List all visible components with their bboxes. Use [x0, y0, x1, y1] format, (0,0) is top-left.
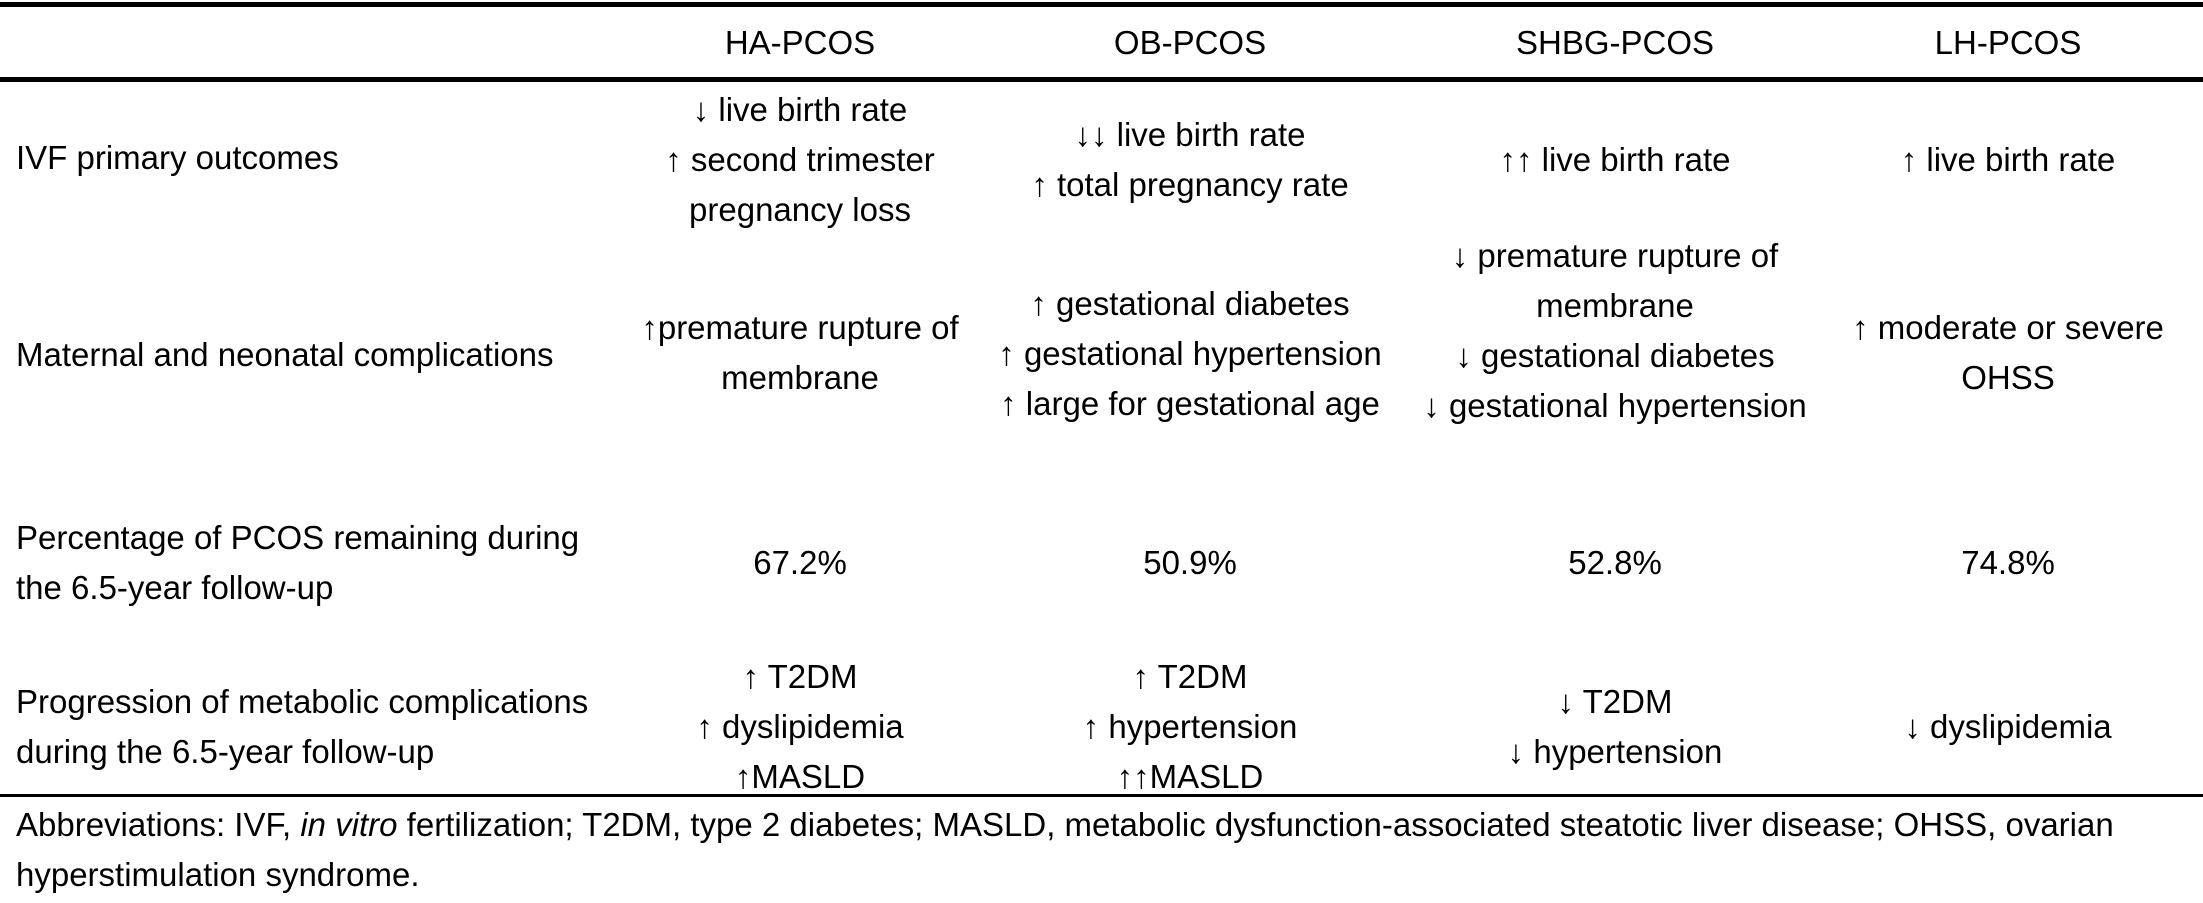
cell-line: membrane — [721, 359, 879, 396]
row-label-ivf-primary-outcomes: IVF primary outcomes — [16, 133, 339, 183]
cell-line: 50.9% — [1143, 544, 1237, 581]
label-line: Progression of metabolic complications — [16, 683, 589, 720]
cell-line: membrane — [1536, 287, 1694, 324]
cell-line: ↑ total pregnancy rate — [1031, 166, 1349, 203]
cell-line: ↓ live birth rate — [692, 91, 908, 128]
cell-line: ↑↑ live birth rate — [1499, 141, 1731, 178]
column-header-lh-pcos: LH-PCOS — [1934, 24, 2082, 61]
cell-maternal-ob: ↑ gestational diabetes ↑ gestational hyp… — [998, 279, 1381, 429]
cell-line: ↑ moderate or severe — [1852, 309, 2164, 346]
cell-line: ↑ second trimester — [665, 141, 935, 178]
cell-line: 74.8% — [1961, 544, 2055, 581]
column-header-ob-pcos: OB-PCOS — [1113, 24, 1267, 61]
cell-line: ↓ dyslipidemia — [1904, 708, 2112, 745]
footnote-italic-in-vitro: in vitro — [300, 806, 398, 843]
label-line: Percentage of PCOS remaining during — [16, 519, 580, 556]
row-label-percentage-remaining: Percentage of PCOS remaining during the … — [16, 513, 579, 613]
row-label-maternal-neonatal-complications: Maternal and neonatal complications — [16, 330, 554, 380]
cell-line: ↑ T2DM — [742, 658, 858, 695]
cell-line: ↑ hypertension — [1082, 708, 1298, 745]
cell-line: ↑ large for gestational age — [1000, 385, 1380, 422]
label-line: the 6.5-year follow-up — [16, 569, 334, 606]
cell-maternal-lh: ↑ moderate or severe OHSS — [1852, 303, 2164, 403]
cell-line: ↑ gestational hypertension — [998, 335, 1382, 372]
cell-ivf-ob: ↓↓ live birth rate ↑ total pregnancy rat… — [1031, 110, 1348, 210]
cell-line: ↓ gestational diabetes — [1455, 337, 1775, 374]
footnote-prefix: Abbreviations: IVF, — [16, 806, 301, 843]
row-label-metabolic-progression: Progression of metabolic complications d… — [16, 677, 588, 777]
cell-percentage-shbg: 52.8% — [1568, 538, 1662, 588]
cell-line: ↑↑MASLD — [1116, 758, 1264, 795]
cell-maternal-shbg: ↓ premature rupture of membrane ↓ gestat… — [1423, 231, 1806, 431]
table-header-rule — [0, 77, 2203, 82]
table-top-rule — [0, 2, 2203, 7]
cell-line: ↑ live birth rate — [1900, 141, 2116, 178]
cell-line: ↓ T2DM — [1557, 683, 1673, 720]
cell-line: OHSS — [1961, 359, 2055, 396]
cell-ivf-ha: ↓ live birth rate ↑ second trimester pre… — [665, 85, 935, 235]
footnote-rest: fertilization; T2DM, type 2 diabetes; MA… — [397, 806, 2114, 843]
cell-line: ↓ premature rupture of — [1451, 237, 1779, 274]
cell-metabolic-shbg: ↓ T2DM ↓ hypertension — [1508, 677, 1723, 777]
cell-ivf-shbg: ↑↑ live birth rate — [1499, 135, 1730, 185]
cell-line: 67.2% — [753, 544, 847, 581]
cell-line: ↓ hypertension — [1507, 733, 1723, 770]
cell-line: ↓ gestational hypertension — [1423, 387, 1807, 424]
cell-line: pregnancy loss — [689, 191, 911, 228]
cell-percentage-ha: 67.2% — [753, 538, 847, 588]
cell-line: ↑ dyslipidemia — [696, 708, 904, 745]
cell-metabolic-lh: ↓ dyslipidemia — [1904, 702, 2111, 752]
abbreviations-footnote-line2: hyperstimulation syndrome. — [16, 856, 420, 893]
cell-percentage-ob: 50.9% — [1143, 538, 1237, 588]
cell-metabolic-ha: ↑ T2DM ↑ dyslipidemia ↑MASLD — [696, 652, 903, 802]
cell-maternal-ha: ↑premature rupture of membrane — [641, 303, 958, 403]
cell-line: 52.8% — [1568, 544, 1662, 581]
label-line: during the 6.5-year follow-up — [16, 733, 435, 770]
cell-line: ↑MASLD — [734, 758, 866, 795]
cell-line: ↑ gestational diabetes — [1030, 285, 1350, 322]
abbreviations-footnote-line1: Abbreviations: IVF, in vitro fertilizati… — [16, 800, 2114, 850]
cell-metabolic-ob: ↑ T2DM ↑ hypertension ↑↑MASLD — [1083, 652, 1298, 802]
label-line: IVF primary outcomes — [16, 139, 339, 176]
column-header-ha-pcos: HA-PCOS — [724, 24, 876, 61]
column-header-shbg-pcos: SHBG-PCOS — [1515, 24, 1715, 61]
cell-percentage-lh: 74.8% — [1961, 538, 2055, 588]
cell-ivf-lh: ↑ live birth rate — [1901, 135, 2116, 185]
table-bottom-rule — [0, 794, 2203, 797]
cell-line: ↓↓ live birth rate — [1074, 116, 1306, 153]
label-line: Maternal and neonatal complications — [16, 336, 554, 373]
cell-line: ↑ T2DM — [1132, 658, 1248, 695]
cell-line: ↑premature rupture of — [641, 309, 959, 346]
